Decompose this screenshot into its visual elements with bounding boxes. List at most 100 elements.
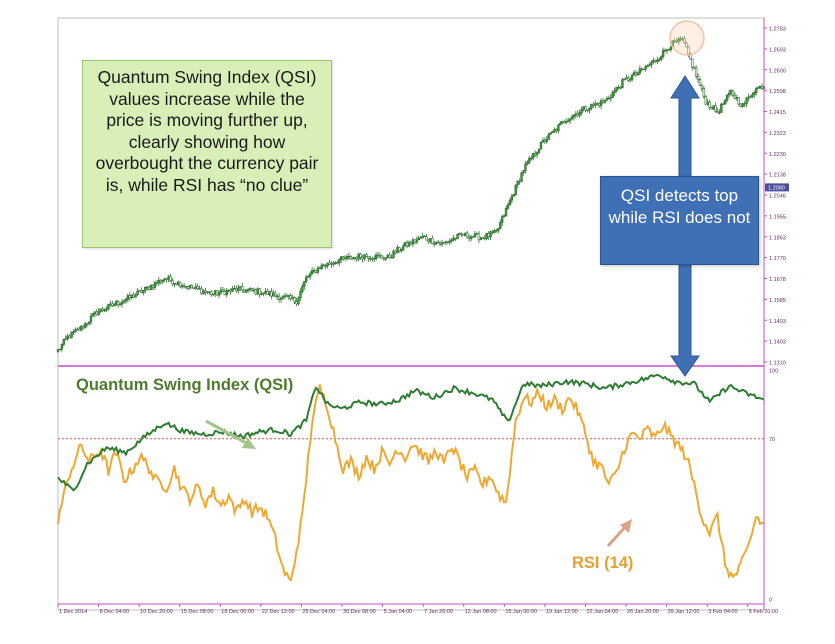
price-candle (718, 109, 721, 115)
price-candle (425, 233, 428, 241)
price-candle (386, 254, 389, 259)
price-candle (303, 280, 306, 290)
price-candle (423, 235, 426, 238)
price-candle (374, 252, 378, 261)
current-price-marker (765, 183, 789, 192)
price-candle (144, 286, 147, 294)
price-candle (338, 258, 341, 267)
x-tick-label: 1 Dec 2014 (59, 609, 87, 615)
price-candle (660, 55, 663, 62)
price-candle (506, 202, 510, 210)
price-candle (656, 56, 659, 65)
current-price-label: 1.2080 (768, 186, 785, 192)
price-tick-label: 1.1403 (769, 340, 786, 346)
price-candle (367, 256, 370, 262)
price-candle (316, 265, 320, 275)
x-tick-label: 25 Dec 04:00 (302, 609, 335, 615)
price-candle (105, 306, 108, 313)
qsi-pointer-arrow (205, 419, 249, 446)
price-candle (650, 59, 653, 68)
price-candle (289, 293, 292, 302)
price-candle (341, 255, 345, 262)
price-candle (293, 296, 296, 305)
price-candle (122, 299, 126, 304)
price-candle (615, 86, 618, 93)
price-candle (392, 249, 395, 259)
x-tick-label: 18 Dec 00:00 (221, 609, 254, 615)
price-candle (91, 313, 95, 317)
rsi-pointer-arrow (606, 524, 628, 548)
price-candle (171, 277, 174, 287)
price-candle (477, 230, 481, 244)
price-candle (380, 255, 384, 259)
price-candle (753, 90, 756, 98)
price-candle (204, 287, 207, 296)
x-tick-label: 10 Dec 20:00 (140, 609, 173, 615)
price-candle (101, 306, 104, 313)
top-highlight-circle (669, 20, 705, 56)
x-tick-label: 22 Jan 04:00 (586, 609, 618, 615)
price-candle (580, 106, 583, 116)
price-candle (120, 299, 124, 308)
price-candle (258, 287, 261, 298)
price-candle (107, 304, 110, 311)
price-candle (551, 130, 554, 134)
price-candle (520, 171, 523, 183)
price-candle (724, 98, 727, 105)
price-candle (630, 73, 634, 82)
x-tick-label: 19 Jan 12:00 (546, 609, 578, 615)
x-tick-label: 15 Dec 08:00 (181, 609, 214, 615)
price-candle (384, 257, 387, 262)
price-candle (609, 94, 612, 102)
price-candle (522, 170, 525, 176)
price-candle (237, 284, 240, 294)
price-candle (570, 114, 574, 121)
price-candle (504, 205, 508, 217)
price-candle (667, 48, 671, 51)
price-candle (320, 263, 323, 271)
price-candle (305, 274, 308, 284)
price-tick-label: 1.1770 (769, 256, 786, 262)
top-callout-box: QSI detects top while RSI does not (600, 176, 759, 265)
qsi-callout-box: Quantum Swing Index (QSI) values increas… (82, 60, 332, 248)
price-candle (584, 105, 587, 113)
price-candle (246, 288, 250, 294)
price-candle (72, 329, 75, 336)
price-candle (175, 282, 178, 285)
price-candle (741, 102, 744, 108)
price-candle (279, 297, 283, 303)
rsi-line (57, 384, 765, 583)
price-candle (161, 279, 164, 285)
price-candle (745, 97, 748, 108)
x-tick-label: 8 Dec 04:00 (100, 609, 130, 615)
price-candle (448, 238, 451, 245)
price-candle (535, 151, 539, 159)
price-candle (500, 214, 504, 227)
price-candle (685, 41, 688, 48)
price-candle (692, 66, 696, 69)
price-tick-label: 1.2415 (769, 110, 786, 116)
price-candle (530, 155, 533, 161)
price-candle (450, 237, 453, 244)
indicator-tick-label: 100 (769, 369, 778, 375)
price-candle (308, 271, 312, 280)
price-candle (134, 293, 137, 298)
price-tick-label: 1.2230 (769, 152, 786, 158)
rsi-series-label: RSI (14) (572, 554, 634, 572)
x-tick-label: 7 Jan 20:00 (424, 609, 453, 615)
price-candle (751, 92, 754, 99)
price-candle (138, 290, 141, 292)
price-candle (440, 239, 444, 247)
price-candle (756, 86, 760, 90)
top-callout-text: QSI detects top while RSI does not (608, 186, 751, 227)
price-candle (466, 230, 469, 239)
price-candle (388, 252, 391, 259)
price-candle (611, 90, 614, 98)
x-tick-label: 3 Feb 04:00 (708, 609, 737, 615)
x-tick-label: 12 Jan 08:00 (465, 609, 497, 615)
price-candle (113, 303, 116, 307)
price-candle (433, 241, 436, 247)
price-candle (442, 241, 446, 244)
price-candle (363, 253, 366, 262)
price-tick-label: 1.2600 (769, 68, 786, 74)
